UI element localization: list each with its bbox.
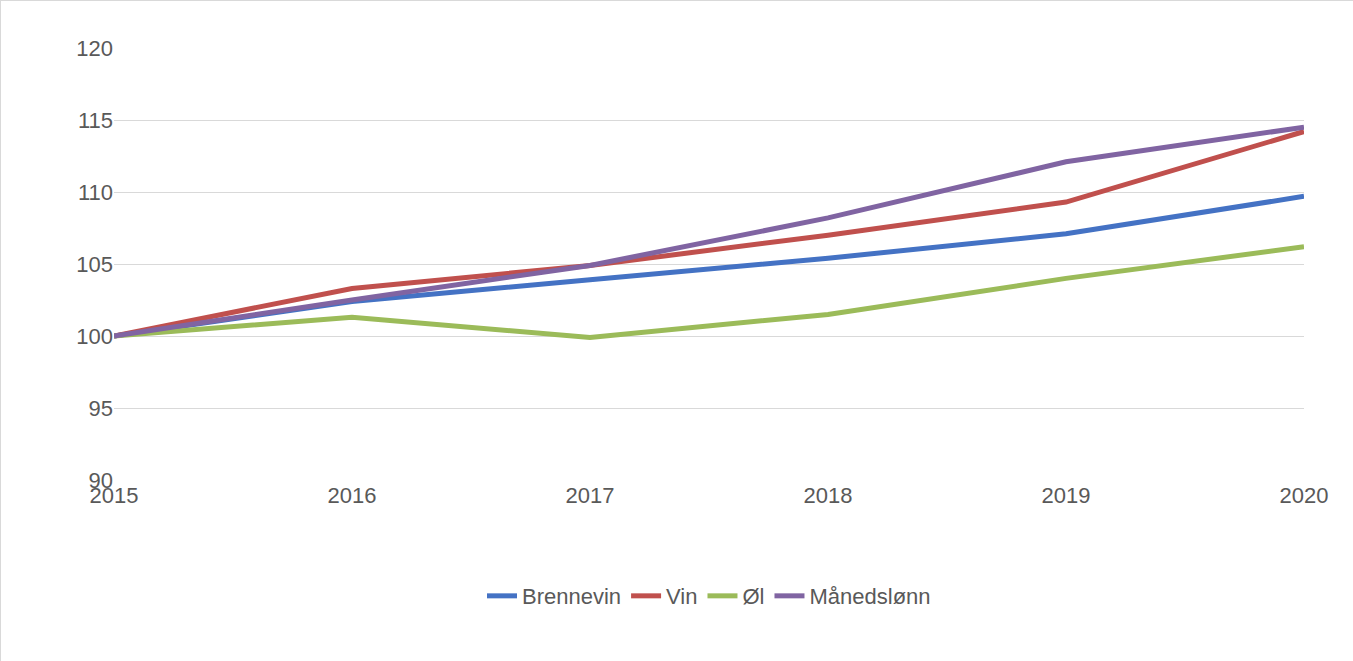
svg-text:110: 110: [78, 180, 113, 205]
svg-text:100: 100: [76, 324, 113, 349]
svg-text:Øl: Øl: [742, 584, 764, 609]
svg-text:2015: 2015: [90, 483, 139, 508]
svg-text:120: 120: [76, 36, 113, 61]
svg-text:Brennevin: Brennevin: [522, 584, 621, 609]
svg-text:2018: 2018: [804, 483, 853, 508]
svg-text:Månedslønn: Månedslønn: [809, 584, 930, 609]
svg-text:115: 115: [78, 108, 113, 133]
svg-text:105: 105: [76, 252, 113, 277]
svg-text:2016: 2016: [328, 483, 377, 508]
svg-text:90: 90: [89, 468, 113, 493]
svg-text:95: 95: [89, 396, 113, 421]
svg-text:Vin: Vin: [666, 584, 697, 609]
svg-text:2019: 2019: [1042, 483, 1091, 508]
svg-text:2017: 2017: [566, 483, 615, 508]
svg-text:2020: 2020: [1280, 483, 1329, 508]
